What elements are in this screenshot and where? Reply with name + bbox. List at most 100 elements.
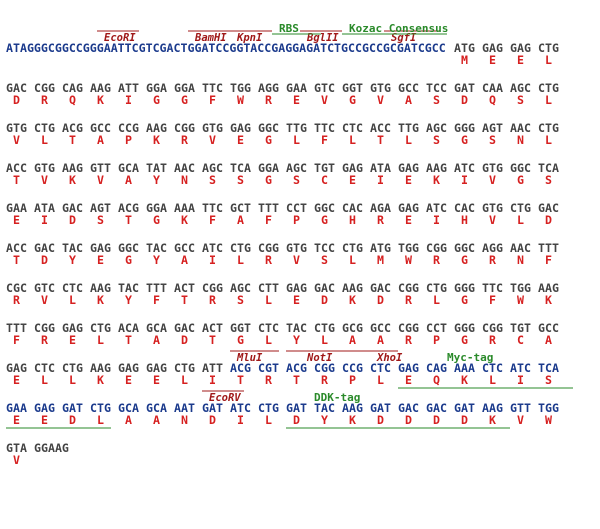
amino-acid: G (153, 213, 160, 227)
codon: CTC (370, 361, 391, 375)
codon: ACA (118, 321, 139, 335)
codon: GGA (174, 81, 195, 95)
amino-acid: E (41, 413, 48, 427)
amino-acid: Y (69, 253, 76, 267)
codon: CAA (482, 81, 503, 95)
amino-acid: A (545, 333, 552, 347)
codon: CGG (482, 321, 503, 335)
codon: GGC (258, 121, 279, 135)
codon: TTT (146, 281, 167, 295)
amino-acid: I (517, 373, 524, 387)
codon: GAT (454, 81, 475, 95)
amino-acid: K (97, 293, 104, 307)
amino-acid: D (13, 93, 20, 107)
amino-acid: A (405, 93, 412, 107)
amino-acid: G (321, 213, 328, 227)
codon: TTT (258, 201, 279, 215)
codon: GCA (118, 161, 139, 175)
feature-label: Myc-tag (447, 351, 493, 364)
codon: AAG (426, 161, 447, 175)
codon: TCC (314, 241, 335, 255)
amino-acid: T (181, 293, 188, 307)
codon: GAC (62, 201, 83, 215)
codon: TGG (510, 281, 531, 295)
codon: ATC (510, 361, 531, 375)
codon: TTC (314, 121, 335, 135)
amino-acid: E (13, 413, 20, 427)
codon: GAC (398, 401, 419, 415)
amino-acid: T (377, 133, 384, 147)
codon: CAG (62, 81, 83, 95)
feature-label: DDK-tag (314, 391, 360, 404)
amino-acid: E (125, 373, 132, 387)
amino-acid: S (433, 93, 440, 107)
amino-acid: R (181, 133, 188, 147)
amino-acid: Y (153, 173, 160, 187)
codon: GAA (6, 401, 27, 415)
codon: GTG (370, 81, 391, 95)
amino-acid: L (433, 293, 440, 307)
codon: AAC (510, 121, 531, 135)
amino-acid: Q (489, 93, 496, 107)
amino-acid: L (97, 333, 104, 347)
amino-acid: K (349, 293, 356, 307)
codon: GAA (6, 201, 27, 215)
codon: AGC (230, 281, 251, 295)
codon: AGC (286, 161, 307, 175)
amino-acid: G (461, 253, 468, 267)
codon: ATC (426, 201, 447, 215)
enzyme-site: NotI (306, 352, 333, 364)
codon: GGG (454, 321, 475, 335)
codon: GGC (454, 241, 475, 255)
codon: GGA (258, 161, 279, 175)
amino-acid: D (433, 413, 440, 427)
codon: GTG (6, 121, 27, 135)
codon: TCA (538, 361, 559, 375)
amino-acid: S (209, 173, 216, 187)
amino-acid: W (237, 93, 244, 107)
amino-acid: W (517, 293, 524, 307)
codon: ACC (370, 121, 391, 135)
codon: TGT (510, 321, 531, 335)
amino-acid: E (405, 173, 412, 187)
amino-acid: G (517, 173, 524, 187)
amino-acid: R (405, 333, 412, 347)
codon: GAT (454, 401, 475, 415)
amino-acid: L (321, 333, 328, 347)
amino-acid: G (461, 293, 468, 307)
amino-acid: R (489, 333, 496, 347)
amino-acid: D (321, 293, 328, 307)
amino-acid: E (293, 293, 300, 307)
amino-acid: T (69, 133, 76, 147)
amino-acid: K (349, 413, 356, 427)
amino-acid: A (237, 213, 244, 227)
amino-acid: S (321, 253, 328, 267)
codon: GAG (510, 41, 531, 55)
amino-acid: S (237, 173, 244, 187)
codon: GTA (6, 441, 27, 455)
codon: GAT (202, 401, 223, 415)
amino-acid: Y (153, 253, 160, 267)
codon: GTG (202, 121, 223, 135)
amino-acid: A (125, 413, 132, 427)
amino-acid: M (377, 253, 384, 267)
amino-acid: T (125, 333, 132, 347)
amino-acid: F (13, 333, 20, 347)
amino-acid: A (97, 133, 104, 147)
codon: CGG (202, 281, 223, 295)
codon: ATC (202, 241, 223, 255)
codon: TGG (230, 81, 251, 95)
codon: AAA (174, 201, 195, 215)
amino-acid: R (405, 293, 412, 307)
codon: GAC (34, 241, 55, 255)
enzyme-site: MluI (236, 352, 263, 364)
amino-acid: V (13, 133, 20, 147)
codon: CGT (258, 361, 279, 375)
codon: AGC (202, 161, 223, 175)
codon: TAC (62, 241, 83, 255)
amino-acid: L (349, 133, 356, 147)
codon: GAG (146, 361, 167, 375)
codon: GGAAG (34, 441, 69, 455)
amino-acid: S (545, 173, 552, 187)
codon: CTC (342, 121, 363, 135)
